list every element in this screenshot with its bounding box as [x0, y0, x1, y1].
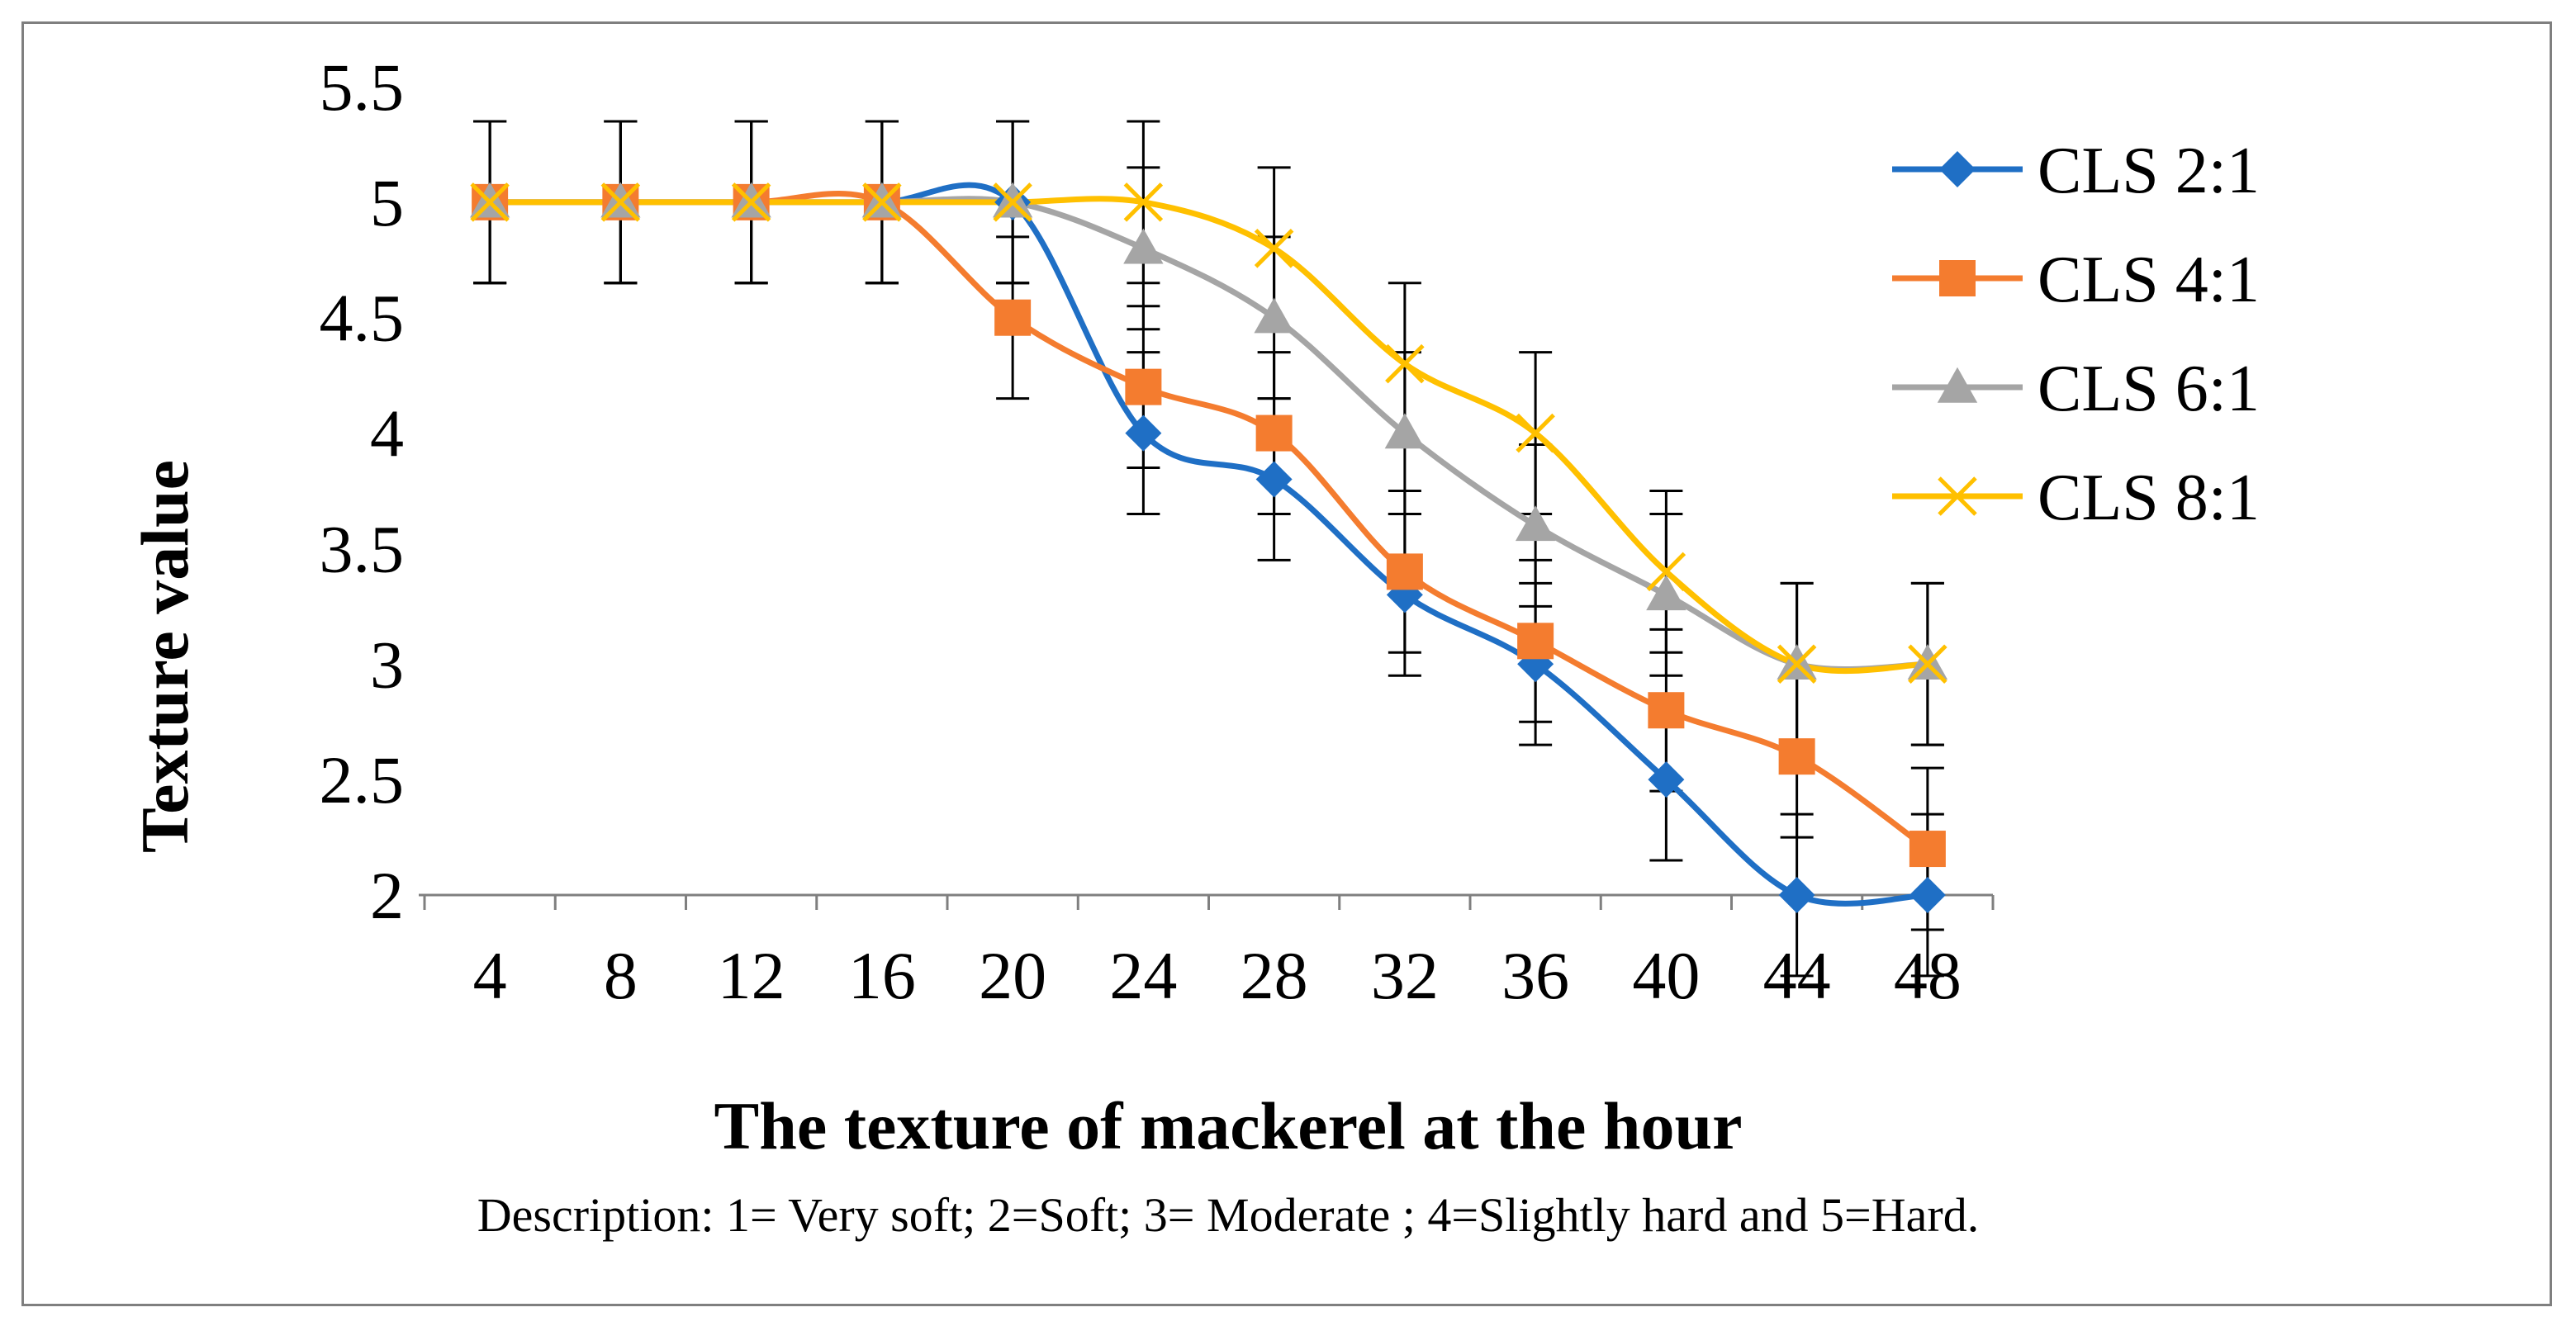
- series-lines: [490, 182, 1929, 907]
- data-point-marker: [1255, 414, 1293, 452]
- x-axis-title: The texture of mackerel at the hour: [714, 1088, 1743, 1163]
- marker-stroke: [731, 182, 771, 222]
- marker-stroke: [1385, 343, 1425, 384]
- marker-stroke: [1123, 182, 1164, 222]
- legend-swatch-marker: [1939, 151, 1976, 187]
- marker-stroke: [862, 182, 902, 222]
- legend-swatch-marker: [1937, 367, 1978, 403]
- data-point-marker: [1909, 877, 1946, 913]
- x-tick-label: 24: [1109, 938, 1177, 1013]
- y-tick-label: 5.5: [320, 50, 405, 125]
- data-point-marker: [1254, 297, 1294, 334]
- y-axis-title: Texture value: [127, 460, 202, 853]
- data-point-marker: [1517, 623, 1554, 660]
- y-tick-label: 2: [370, 858, 404, 933]
- x-tick-label: 48: [1894, 938, 1962, 1013]
- y-tick-label: 2.5: [320, 742, 405, 817]
- x-tick-label: 20: [979, 938, 1046, 1013]
- y-tick-label: 3: [370, 627, 404, 702]
- series-line: [490, 196, 1928, 675]
- series-line: [490, 196, 1928, 672]
- tick-labels: 22.533.544.555.54 8 12 16 20 24 28 32 36 40 44 48: [320, 50, 1962, 1013]
- x-tick-label: 40: [1632, 938, 1700, 1013]
- data-point-marker: [1123, 228, 1164, 264]
- data-point-marker: [1908, 644, 1947, 684]
- line-chart: 22.533.544.555.54 8 12 16 20 24 28 32 36 40 44 48 T…: [127, 50, 2260, 1242]
- marker-stroke: [600, 182, 641, 222]
- data-point-marker: [1255, 461, 1293, 498]
- legend-label: CLS 8:1: [2038, 462, 2260, 534]
- marker-stroke: [1516, 413, 1555, 453]
- series-markers: [469, 182, 1948, 913]
- description-note: Description: 1= Very soft; 2=Soft; 3= Mo…: [477, 1188, 1979, 1242]
- data-point-marker: [994, 299, 1032, 336]
- data-point-marker: [1386, 553, 1423, 590]
- data-point-marker: [731, 182, 771, 222]
- data-point-marker: [600, 182, 641, 222]
- x-tick-label: 36: [1501, 938, 1569, 1013]
- legend-item: CLS 4:1: [1892, 244, 2260, 316]
- data-point-marker: [1516, 413, 1555, 453]
- x-tick-label: 28: [1241, 938, 1308, 1013]
- series-line: [490, 182, 1928, 907]
- y-tick-label: 4.5: [320, 281, 405, 356]
- marker-stroke: [1938, 476, 1977, 516]
- data-point-marker: [1254, 229, 1294, 268]
- marker-stroke: [1254, 229, 1294, 268]
- legend-label: CLS 6:1: [2038, 353, 2260, 425]
- data-point-marker: [1648, 692, 1685, 729]
- data-point-marker: [1648, 761, 1685, 798]
- chart-frame: 2 2.5 3 3.5 4 4.5 5 5.5 4 8 12 16 20 24 28 32 36 40 44 48 T…: [21, 21, 2552, 1306]
- data-point-marker: [862, 182, 902, 222]
- marker-stroke: [1777, 644, 1817, 684]
- legend-label: CLS 4:1: [2038, 244, 2260, 316]
- legend-swatch-marker: [1939, 260, 1976, 296]
- legend-item: CLS 2:1: [1892, 135, 2260, 207]
- legend: CLS 2:1 CLS 4:1 CLS 6:1 CLS 8:1: [1892, 135, 2260, 534]
- marker-stroke: [1908, 644, 1947, 684]
- legend-item: CLS 8:1: [1892, 462, 2260, 534]
- data-point-marker: [470, 182, 510, 222]
- data-point-marker: [1777, 644, 1817, 684]
- data-point-marker: [1778, 738, 1815, 775]
- x-tick-label: 44: [1763, 938, 1831, 1013]
- data-point-marker: [1384, 413, 1426, 449]
- data-point-marker: [1909, 831, 1946, 868]
- axes: [419, 893, 1995, 910]
- x-tick-label: 8: [604, 938, 638, 1013]
- data-point-marker: [1125, 368, 1162, 405]
- data-point-marker: [1385, 343, 1425, 384]
- x-tick-label: 32: [1371, 938, 1439, 1013]
- marker-stroke: [1646, 552, 1686, 592]
- data-point-marker: [1646, 552, 1686, 592]
- data-point-marker: [1646, 575, 1686, 611]
- x-tick-label: 16: [848, 938, 916, 1013]
- x-tick-label: 12: [718, 938, 785, 1013]
- series-line: [490, 191, 1929, 851]
- data-point-marker: [1123, 182, 1164, 222]
- y-tick-label: 4: [370, 396, 404, 471]
- legend-item: CLS 6:1: [1892, 353, 2260, 425]
- legend-label: CLS 2:1: [2038, 135, 2260, 207]
- marker-stroke: [470, 182, 510, 222]
- legend-swatch-marker: [1938, 476, 1977, 516]
- error-bars: [473, 120, 1944, 978]
- y-tick-label: 3.5: [320, 511, 405, 586]
- data-point-marker: [1778, 877, 1815, 913]
- data-point-marker: [993, 182, 1032, 222]
- x-tick-label: 4: [473, 938, 507, 1013]
- data-point-marker: [1515, 505, 1556, 542]
- y-tick-label: 5: [370, 165, 404, 240]
- marker-stroke: [993, 182, 1032, 222]
